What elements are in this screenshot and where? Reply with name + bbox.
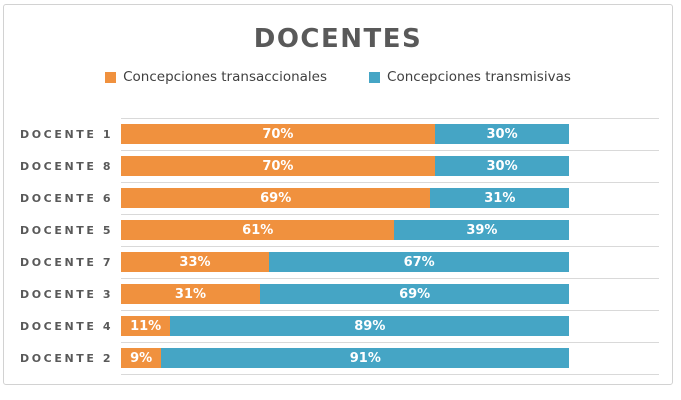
category-label: DOCENTE 6 bbox=[20, 191, 114, 205]
bar-row: 70% 30% bbox=[121, 118, 659, 150]
bar-row: 9% 91% bbox=[121, 342, 659, 374]
category-label: DOCENTE 7 bbox=[20, 255, 114, 269]
legend-item: Concepciones transaccionales bbox=[105, 69, 327, 85]
stacked-bar: 70% 30% bbox=[121, 124, 570, 144]
data-label: 31% bbox=[484, 190, 516, 206]
bar-row: 11% 89% bbox=[121, 310, 659, 342]
bar-segment: 30% bbox=[434, 124, 570, 144]
category-labels: DOCENTE 1 DOCENTE 8 DOCENTE 6 DOCENTE 5 DOCE… bbox=[20, 118, 118, 374]
data-label: 61% bbox=[242, 222, 274, 238]
bar-row: 69% 31% bbox=[121, 182, 659, 214]
bar-segment: 9% bbox=[121, 348, 162, 368]
data-label: 70% bbox=[262, 126, 294, 142]
bar-row: 70% 30% bbox=[121, 150, 659, 182]
bar-segment: 31% bbox=[121, 284, 260, 304]
chart-frame: DOCENTES Concepciones transaccionales Con… bbox=[3, 4, 673, 385]
bar-segment: 31% bbox=[430, 188, 570, 208]
bar-row: 31% 69% bbox=[121, 278, 659, 310]
data-label: 91% bbox=[349, 350, 381, 366]
bar-segment: 33% bbox=[121, 252, 269, 272]
category-label: DOCENTE 3 bbox=[20, 287, 114, 301]
legend-label: Concepciones transaccionales bbox=[123, 69, 328, 85]
category-label: DOCENTE 1 bbox=[20, 127, 114, 141]
stacked-bar: 70% 30% bbox=[121, 156, 570, 176]
bar-segment: 39% bbox=[394, 220, 570, 240]
bar-segment: 11% bbox=[121, 316, 171, 336]
plot-area: 70% 30% 70% 30% 69% 31% 61% 39% 33% 67% 31% 69% 11% 8… bbox=[121, 118, 659, 375]
data-label: 69% bbox=[399, 286, 431, 302]
category-label: DOCENTE 8 bbox=[20, 159, 114, 173]
data-label: 30% bbox=[486, 158, 518, 174]
data-label: 33% bbox=[179, 254, 211, 270]
bar-segment: 69% bbox=[121, 188, 431, 208]
category-label: DOCENTE 4 bbox=[20, 319, 114, 333]
data-label: 67% bbox=[403, 254, 435, 270]
category-label: DOCENTE 5 bbox=[20, 223, 114, 237]
data-label: 30% bbox=[486, 126, 518, 142]
legend: Concepciones transaccionales Concepciones… bbox=[4, 69, 672, 85]
bar-row: 33% 67% bbox=[121, 246, 659, 278]
data-label: 70% bbox=[262, 158, 294, 174]
data-label: 69% bbox=[260, 190, 292, 206]
legend-item: Concepciones transmisivas bbox=[369, 69, 571, 85]
category-label: DOCENTE 2 bbox=[20, 351, 114, 365]
data-label: 89% bbox=[354, 318, 386, 334]
bar-row: 61% 39% bbox=[121, 214, 659, 246]
chart-title: DOCENTES bbox=[253, 24, 423, 54]
stacked-bar: 69% 31% bbox=[121, 188, 570, 208]
bar-segment: 89% bbox=[170, 316, 570, 336]
stacked-bar: 11% 89% bbox=[121, 316, 570, 336]
bar-segment: 91% bbox=[161, 348, 570, 368]
legend-swatch-icon bbox=[369, 71, 381, 83]
bar-segment: 70% bbox=[121, 156, 435, 176]
stacked-bar: 9% 91% bbox=[121, 348, 570, 368]
bar-segment: 67% bbox=[268, 252, 570, 272]
data-label: 39% bbox=[466, 222, 498, 238]
legend-swatch-icon bbox=[105, 71, 117, 83]
bar-segment: 30% bbox=[434, 156, 570, 176]
legend-label: Concepciones transmisivas bbox=[387, 69, 571, 85]
bar-segment: 61% bbox=[121, 220, 395, 240]
data-label: 31% bbox=[174, 286, 207, 302]
stacked-bar: 33% 67% bbox=[121, 252, 570, 272]
bar-segment: 70% bbox=[121, 124, 435, 144]
stacked-bar: 31% 69% bbox=[121, 284, 570, 304]
bar-segment: 69% bbox=[259, 284, 570, 304]
data-label: 11% bbox=[130, 318, 162, 334]
data-label: 9% bbox=[130, 350, 153, 366]
stacked-bar: 61% 39% bbox=[121, 220, 570, 240]
